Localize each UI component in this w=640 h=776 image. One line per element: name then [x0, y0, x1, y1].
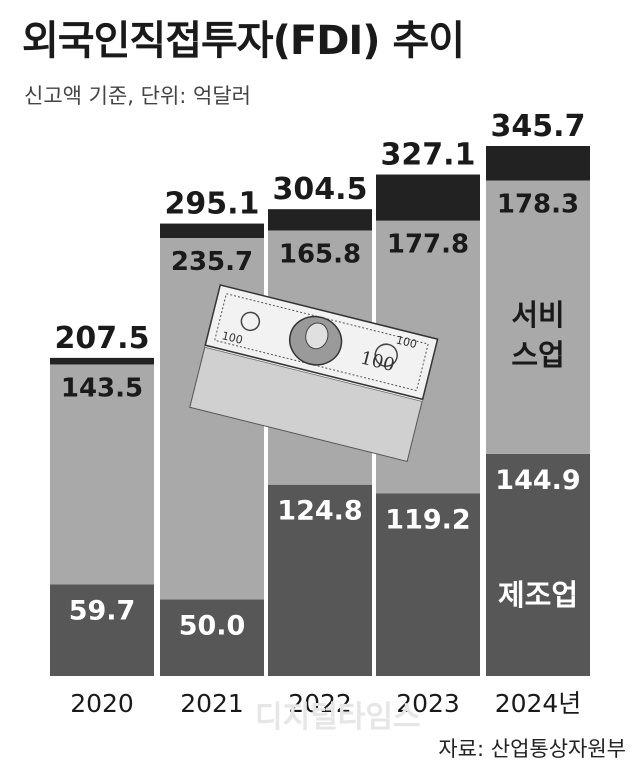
services-label-2022: 165.8: [279, 239, 361, 269]
services-label-2021: 235.7: [171, 247, 253, 277]
total-label-2022: 304.5: [273, 172, 368, 207]
bar-manufacturing-2020: [50, 584, 154, 676]
bar-other-2021: [160, 223, 264, 238]
svg-text:100: 100: [221, 329, 245, 347]
chart-title: 외국인직접투자(FDI) 추이: [22, 18, 465, 64]
services-label-2020: 143.5: [61, 373, 143, 403]
bar-services-2020: [50, 364, 154, 585]
x-tick-2024년: 2024년: [495, 689, 582, 718]
bar-manufacturing-2022: [268, 484, 372, 676]
bars-group: 207.5 143.5 59.7 2020 295.1 235.7 50.0 2021 304.…: [50, 109, 590, 718]
total-label-2021: 295.1: [165, 187, 260, 222]
x-tick-2023: 2023: [396, 689, 460, 718]
svg-text:100: 100: [395, 333, 419, 351]
total-label-2023: 327.1: [381, 138, 476, 173]
money-stack-icon: 100 100 100: [189, 284, 439, 463]
bar-other-2020: [50, 357, 154, 365]
bar-other-2023: [376, 174, 480, 221]
bar-manufacturing-2024년: [486, 453, 590, 676]
services-annotation-line1: 서비: [511, 298, 564, 332]
manufacturing-label-2021: 50.0: [179, 610, 246, 641]
bar-services-2024년: [486, 180, 590, 454]
watermark: 디지털타임스: [255, 700, 421, 735]
manufacturing-annotation: 제조업: [498, 578, 578, 612]
bar-manufacturing-2021: [160, 599, 264, 676]
manufacturing-label-2022: 124.8: [277, 496, 362, 527]
total-label-2020: 207.5: [55, 321, 150, 356]
chart-subtitle: 신고액 기준, 단위: 억달러: [24, 84, 251, 108]
manufacturing-label-2024년: 144.9: [495, 465, 580, 496]
services-label-2024년: 178.3: [497, 189, 579, 219]
x-tick-2020: 2020: [70, 689, 134, 718]
x-tick-2022: 2022: [288, 689, 352, 718]
manufacturing-label-2023: 119.2: [385, 504, 470, 535]
x-tick-2021: 2021: [180, 689, 244, 718]
manufacturing-label-2020: 59.7: [69, 595, 136, 626]
bar-manufacturing-2023: [376, 493, 480, 676]
services-label-2023: 177.8: [387, 230, 469, 260]
services-annotation-line2: 스업: [511, 338, 564, 372]
total-label-2024년: 345.7: [491, 109, 586, 144]
source-note: 자료: 산업통상자원부: [438, 737, 626, 761]
bar-other-2022: [268, 209, 372, 231]
bar-other-2024년: [486, 146, 590, 181]
